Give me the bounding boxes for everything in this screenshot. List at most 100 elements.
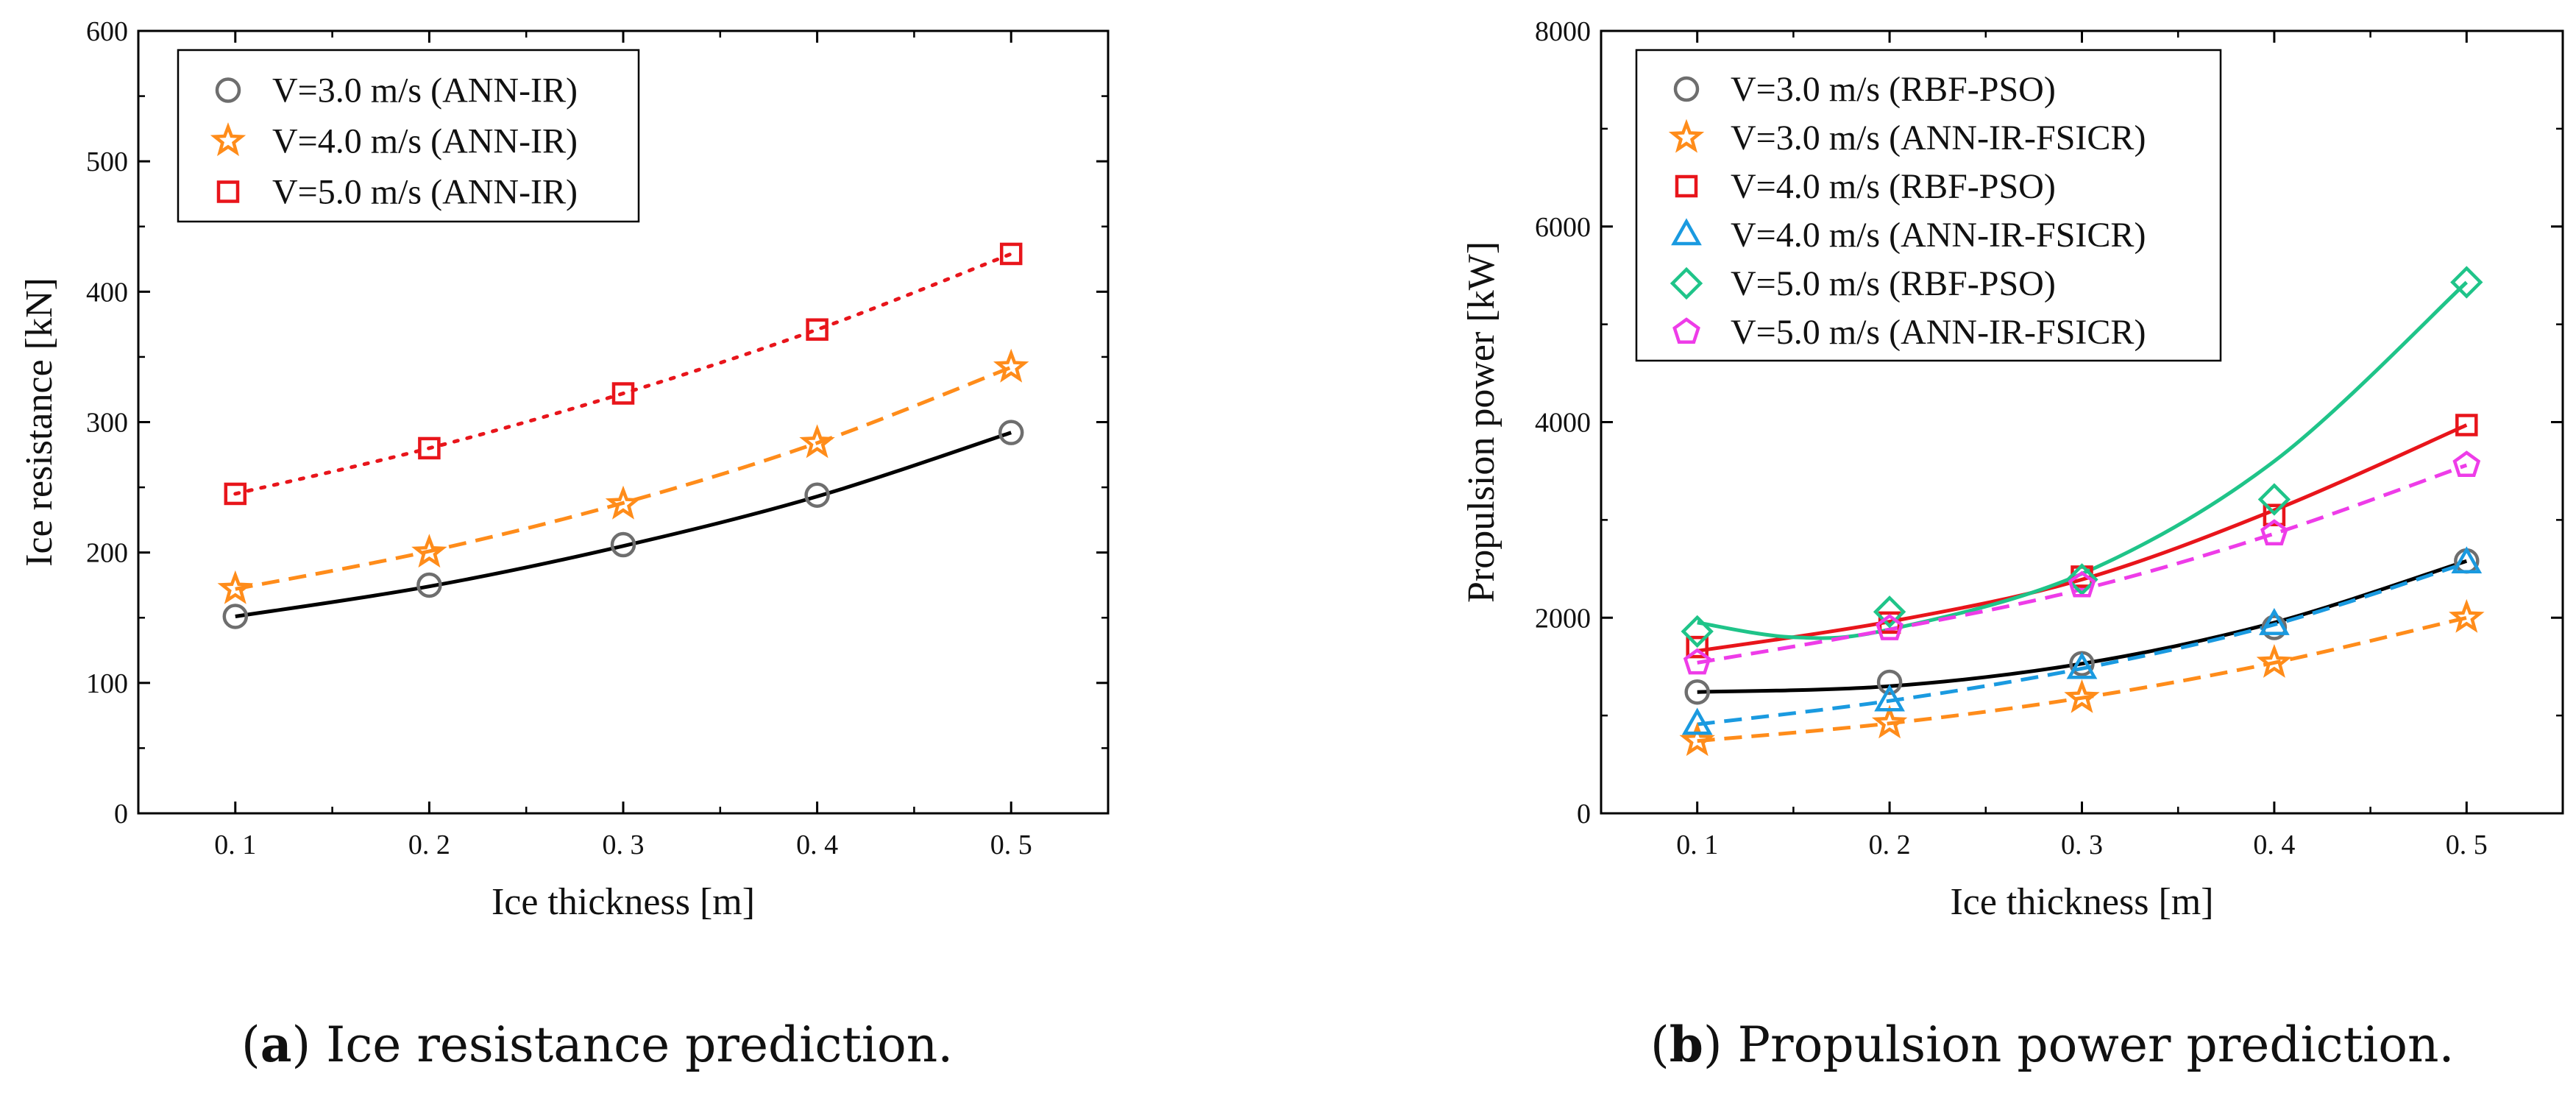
data-point-v-4-0-m-s-ann-ir	[411, 534, 447, 568]
legend-marker-v-5-0-m-s-rbf-pso	[1670, 266, 1703, 300]
data-point-v-5-0-m-s-ann-ir	[224, 482, 247, 506]
x-tick-label: 0. 3	[603, 830, 645, 860]
data-point-v-5-0-m-s-ann-ir-fsicr	[2452, 450, 2481, 477]
data-point-v-3-0-m-s-ann-ir-fsicr	[1679, 722, 1715, 757]
fit-line-v-3-0-m-s-ann-ir	[235, 431, 1012, 618]
x-axis-label: Ice thickness [m]	[492, 881, 755, 923]
y-tick-label: 0	[114, 799, 128, 830]
legend-entry-v-5-0-m-s-rbf-pso: V=5.0 m/s (RBF-PSO)	[1731, 264, 2056, 303]
data-point-v-5-0-m-s-ann-ir	[611, 382, 635, 405]
legend-marker-v-3-0-m-s-rbf-pso	[1673, 76, 1700, 102]
data-point-v-3-0-m-s-rbf-pso	[1876, 669, 1903, 696]
data-point-v-5-0-m-s-ann-ir-fsicr	[2068, 570, 2096, 598]
x-tick-label: 0. 5	[990, 830, 1032, 860]
y-axis-label: Propulsion power [kW]	[1461, 241, 1502, 603]
x-tick-label: 0. 1	[214, 830, 256, 860]
y-tick-label: 4000	[1535, 408, 1591, 439]
legend-entry-v-5-0-m-s-ann-ir: V=5.0 m/s (ANN-IR)	[272, 173, 578, 212]
data-point-v-3-0-m-s-ann-ir-fsicr	[2449, 598, 2485, 633]
data-point-v-4-0-m-s-ann-ir	[993, 348, 1029, 383]
fit-line-v-4-0-m-s-ann-ir-fsicr	[1697, 561, 2468, 726]
legend-entry-v-3-0-m-s-ann-ir: V=3.0 m/s (ANN-IR)	[272, 71, 578, 110]
data-point-v-3-0-m-s-ann-ir	[610, 531, 636, 558]
x-tick-label: 0. 2	[408, 830, 450, 860]
caption-b-letter: b	[1669, 1016, 1703, 1073]
data-point-v-4-0-m-s-ann-ir-fsicr	[1681, 707, 1713, 735]
x-tick-label: 0. 4	[796, 830, 838, 860]
x-tick-label: 0. 1	[1676, 830, 1718, 860]
data-point-v-3-0-m-s-ann-ir	[998, 420, 1024, 445]
data-point-v-3-0-m-s-ann-ir	[804, 482, 830, 508]
x-tick-label: 0. 2	[1869, 830, 1911, 860]
legend-entry-v-4-0-m-s-ann-ir-fsicr: V=4.0 m/s (ANN-IR-FSICR)	[1731, 216, 2146, 255]
caption-b-text: Propulsion power prediction.	[1737, 1016, 2455, 1073]
data-point-v-4-0-m-s-ann-ir	[799, 424, 835, 459]
data-point-v-3-0-m-s-ann-ir-fsicr	[2064, 679, 2100, 713]
data-point-v-5-0-m-s-rbf-pso	[2450, 266, 2483, 299]
legend-entry-v-5-0-m-s-ann-ir-fsicr: V=5.0 m/s (ANN-IR-FSICR)	[1731, 313, 2146, 352]
data-point-v-5-0-m-s-ann-ir-fsicr	[2260, 519, 2288, 545]
data-point-v-5-0-m-s-ann-ir	[806, 318, 828, 341]
legend-marker-v-5-0-m-s-ann-ir-fsicr	[1672, 317, 1700, 344]
data-point-v-5-0-m-s-rbf-pso	[1681, 615, 1714, 648]
data-point-v-4-0-m-s-rbf-pso	[2455, 414, 2478, 436]
fit-line-v-5-0-m-s-ann-ir-fsicr	[1697, 463, 2468, 665]
y-tick-label: 6000	[1535, 212, 1591, 243]
data-point-v-4-0-m-s-rbf-pso	[2263, 503, 2286, 526]
data-point-v-4-0-m-s-ann-ir-fsicr	[2066, 651, 2098, 679]
data-point-v-4-0-m-s-rbf-pso	[1686, 635, 1709, 659]
legend-entry-v-3-0-m-s-rbf-pso: V=3.0 m/s (RBF-PSO)	[1731, 70, 2056, 109]
y-tick-label: 200	[86, 538, 128, 569]
y-tick-label: 300	[86, 408, 128, 439]
y-tick-label: 600	[86, 16, 128, 47]
legend-marker-v-3-0-m-s-ann-ir-fsicr	[1668, 119, 1705, 153]
data-point-v-5-0-m-s-rbf-pso	[1873, 595, 1906, 629]
legend-marker-v-5-0-m-s-ann-ir	[216, 180, 240, 203]
data-point-v-5-0-m-s-ann-ir-fsicr	[1683, 648, 1711, 675]
data-point-v-4-0-m-s-ann-ir	[605, 485, 642, 520]
x-tick-label: 0. 3	[2061, 830, 2103, 860]
x-tick-label: 0. 4	[2253, 830, 2295, 860]
data-point-v-3-0-m-s-ann-ir	[222, 604, 249, 629]
data-point-v-5-0-m-s-rbf-pso	[2065, 563, 2098, 596]
legend-box	[1635, 49, 2222, 362]
data-point-v-5-0-m-s-ann-ir	[418, 436, 441, 460]
data-point-v-3-0-m-s-rbf-pso	[1684, 679, 1710, 705]
data-point-v-3-0-m-s-ann-ir-fsicr	[1871, 704, 1908, 739]
fit-line-v-5-0-m-s-ann-ir	[233, 252, 1013, 496]
caption-b: (b) Propulsion power prediction.	[1650, 1016, 2455, 1073]
y-tick-label: 100	[86, 668, 128, 699]
chart-panel-b: 0 2000 4000 6000 8000 0. 1 0. 2 0. 3 0. 4 0. 5 Ice…	[1461, 16, 2564, 923]
data-point-v-3-0-m-s-ann-ir-fsicr	[2256, 644, 2293, 678]
legend-box	[177, 49, 640, 223]
caption-a-letter: a	[260, 1016, 292, 1073]
caption-a-text: Ice resistance prediction.	[326, 1016, 954, 1073]
data-point-v-5-0-m-s-rbf-pso	[2257, 483, 2291, 516]
x-tick-label: 0. 5	[2446, 830, 2488, 860]
fit-line-v-4-0-m-s-ann-ir	[235, 365, 1012, 591]
legend-entry-v-4-0-m-s-rbf-pso: V=4.0 m/s (RBF-PSO)	[1731, 167, 2056, 206]
legend-marker-v-4-0-m-s-ann-ir-fsicr	[1671, 218, 1702, 246]
caption-a: (a) Ice resistance prediction.	[241, 1016, 954, 1073]
data-point-v-4-0-m-s-ann-ir-fsicr	[2451, 546, 2483, 574]
x-axis-label: Ice thickness [m]	[1950, 881, 2213, 923]
data-point-v-3-0-m-s-ann-ir	[416, 572, 442, 598]
legend-entry-v-4-0-m-s-ann-ir: V=4.0 m/s (ANN-IR)	[272, 122, 578, 161]
legend-marker-v-4-0-m-s-ann-ir	[210, 122, 246, 157]
legend-entry-v-3-0-m-s-ann-ir-fsicr: V=3.0 m/s (ANN-IR-FSICR)	[1731, 119, 2146, 158]
legend-marker-v-4-0-m-s-rbf-pso	[1675, 174, 1698, 198]
fit-line-v-3-0-m-s-ann-ir-fsicr	[1697, 615, 2467, 743]
y-tick-label: 500	[86, 146, 128, 177]
fit-line-v-5-0-m-s-rbf-pso	[1697, 280, 2469, 640]
y-axis-label: Ice resistance [kN]	[18, 277, 60, 567]
data-point-v-4-0-m-s-ann-ir	[217, 570, 254, 604]
chart-panel-a: 0 100 200 300 400 500 600 0. 1 0. 2 0. 3 0. 4 0. 5 I…	[18, 16, 1110, 923]
data-point-v-5-0-m-s-ann-ir-fsicr	[1876, 614, 1903, 640]
data-point-v-5-0-m-s-ann-ir	[999, 242, 1023, 266]
data-point-v-4-0-m-s-ann-ir-fsicr	[1874, 684, 1905, 712]
y-tick-label: 0	[1577, 799, 1591, 830]
fit-line-v-4-0-m-s-rbf-pso	[1697, 423, 2468, 653]
y-tick-label: 400	[86, 277, 128, 308]
y-tick-label: 2000	[1535, 603, 1591, 634]
